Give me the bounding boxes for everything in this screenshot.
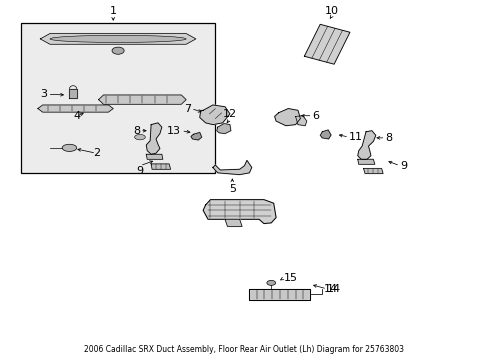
Ellipse shape bbox=[134, 134, 145, 140]
Text: 14: 14 bbox=[323, 284, 337, 294]
Polygon shape bbox=[304, 24, 349, 64]
Text: 2: 2 bbox=[92, 148, 100, 158]
Polygon shape bbox=[40, 33, 196, 44]
Text: 14: 14 bbox=[326, 284, 341, 294]
Polygon shape bbox=[249, 289, 309, 300]
Polygon shape bbox=[216, 123, 230, 134]
Polygon shape bbox=[99, 95, 186, 104]
Text: 4: 4 bbox=[73, 111, 80, 121]
Text: 6: 6 bbox=[312, 111, 319, 121]
Ellipse shape bbox=[112, 47, 124, 54]
Text: 9: 9 bbox=[136, 166, 143, 176]
Polygon shape bbox=[151, 164, 170, 169]
Polygon shape bbox=[200, 105, 229, 125]
Text: 11: 11 bbox=[348, 132, 362, 142]
Polygon shape bbox=[274, 109, 300, 126]
Polygon shape bbox=[191, 132, 201, 140]
Text: 9: 9 bbox=[399, 161, 407, 171]
Text: 8: 8 bbox=[133, 126, 140, 136]
Ellipse shape bbox=[266, 280, 275, 285]
Polygon shape bbox=[357, 159, 374, 164]
Polygon shape bbox=[320, 130, 330, 139]
Polygon shape bbox=[363, 168, 382, 174]
Text: 5: 5 bbox=[228, 184, 235, 194]
Text: 15: 15 bbox=[283, 273, 297, 283]
Polygon shape bbox=[295, 116, 306, 126]
Text: 8: 8 bbox=[385, 133, 392, 143]
Ellipse shape bbox=[50, 35, 186, 42]
Text: 13: 13 bbox=[167, 126, 181, 136]
Text: 3: 3 bbox=[41, 89, 47, 99]
Polygon shape bbox=[69, 89, 77, 98]
Text: 2006 Cadillac SRX Duct Assembly, Floor Rear Air Outlet (Lh) Diagram for 25763803: 2006 Cadillac SRX Duct Assembly, Floor R… bbox=[84, 345, 404, 354]
Text: 10: 10 bbox=[325, 6, 338, 16]
Text: 1: 1 bbox=[109, 6, 117, 16]
Polygon shape bbox=[357, 131, 375, 159]
Text: 12: 12 bbox=[223, 109, 237, 118]
Bar bbox=[21, 23, 215, 173]
Polygon shape bbox=[146, 154, 163, 159]
Polygon shape bbox=[38, 105, 113, 112]
Text: 7: 7 bbox=[183, 104, 191, 113]
Polygon shape bbox=[203, 200, 276, 224]
Polygon shape bbox=[212, 160, 251, 175]
Ellipse shape bbox=[62, 144, 77, 152]
Polygon shape bbox=[146, 123, 162, 154]
Polygon shape bbox=[224, 219, 242, 226]
